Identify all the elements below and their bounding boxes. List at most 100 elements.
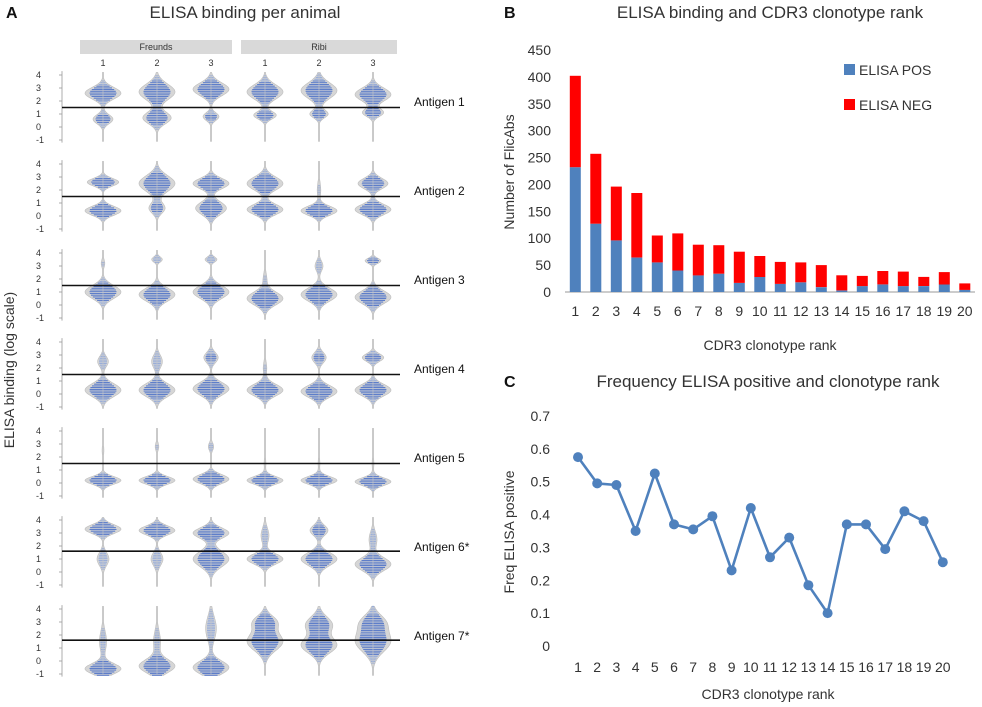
bar-neg-16 — [877, 271, 889, 285]
line-point-10 — [745, 503, 756, 513]
bar-pos-9 — [733, 282, 745, 292]
violin-plots: 4 3 2 1 0 -1 Antigen 1 4 3 2 1 0 -1 Antigen 2 4 3 2 1 0 -1 A… — [36, 70, 470, 679]
bar-neg-20 — [959, 283, 971, 290]
bar-pos-15 — [856, 286, 868, 292]
violin-y-tick-label: -1 — [36, 224, 44, 234]
bar-x-tick-label: 13 — [814, 303, 830, 319]
violin-y-tick-label: 0 — [36, 300, 41, 310]
violin-y-tick-label: 0 — [36, 211, 41, 221]
violin-y-tick-label: 0 — [36, 122, 41, 132]
violin-y-tick-label: 0 — [36, 478, 41, 488]
bar-pos-5 — [651, 262, 663, 292]
violin-y-tick-label: 2 — [36, 96, 41, 106]
bar-x-tick-label: 7 — [694, 303, 702, 319]
line-x-tick-label: 16 — [858, 659, 874, 675]
line-series-path — [576, 456, 944, 615]
line-y-tick-label: 0.6 — [531, 441, 551, 457]
bar-pos-12 — [795, 282, 807, 292]
bar-neg-13 — [815, 265, 827, 288]
bar-pos-18 — [918, 286, 930, 292]
bar-pos-7 — [692, 275, 704, 292]
bar-x-tick-label: 9 — [735, 303, 743, 319]
bar-neg-2 — [590, 153, 602, 224]
bar-neg-18 — [918, 276, 930, 286]
line-x-tick-label: 10 — [743, 659, 759, 675]
panel-a-ylabel: ELISA binding (log scale) — [1, 292, 17, 448]
bar-neg-3 — [610, 186, 622, 241]
violin-y-tick-label: 4 — [36, 248, 41, 258]
bar-neg-19 — [938, 272, 950, 285]
violin-y-tick-label: 1 — [36, 198, 41, 208]
bar-y-tick-label: 300 — [528, 123, 552, 139]
violin-y-tick-label: -1 — [36, 313, 44, 323]
bar-x-tick-label: 15 — [855, 303, 871, 319]
violin-y-tick-label: 4 — [36, 604, 41, 614]
line-point-3 — [611, 480, 622, 490]
line-x-tick-label: 9 — [728, 659, 736, 675]
bar-pos-8 — [713, 273, 725, 292]
violin-y-tick-label: 2 — [36, 452, 41, 462]
line-x-tick-label: 7 — [689, 659, 697, 675]
group-header-ribi — [241, 40, 397, 54]
group-label-freunds: Freunds — [139, 42, 173, 52]
bar-x-tick-label: 5 — [653, 303, 661, 319]
bar-x-tick-label: 3 — [612, 303, 620, 319]
animal-label-ribi-2: 2 — [316, 58, 321, 68]
bar-pos-14 — [836, 290, 848, 292]
violin-y-tick-label: -1 — [36, 491, 44, 501]
bar-x-tick-label: 20 — [957, 303, 973, 319]
animal-label-ribi-3: 3 — [370, 58, 375, 68]
line-point-5 — [649, 468, 660, 479]
violin-y-tick-label: -1 — [36, 669, 44, 679]
bar-neg-1 — [569, 75, 581, 168]
line-y-tick-label: 0.5 — [531, 474, 551, 490]
group-label-ribi: Ribi — [311, 42, 327, 52]
line-y-tick-label: 0.7 — [531, 408, 551, 424]
bar-x-tick-label: 17 — [896, 303, 912, 319]
violin-y-tick-label: 3 — [36, 172, 41, 182]
line-point-14 — [822, 608, 833, 619]
bar-pos-11 — [774, 283, 786, 292]
bar-y-tick-label: 400 — [528, 69, 552, 85]
line-y-tick-label: 0.1 — [531, 605, 551, 621]
bar-pos-6 — [672, 270, 684, 292]
violin-y-tick-label: 4 — [36, 159, 41, 169]
bar-pos-20 — [959, 289, 971, 292]
violin-y-tick-label: 4 — [36, 70, 41, 80]
panel-b-ylabel: Number of FlicAbs — [501, 114, 517, 229]
line-point-9 — [726, 565, 737, 576]
bar-neg-11 — [774, 261, 786, 284]
bar-pos-19 — [938, 284, 950, 292]
animal-label-ribi-1: 1 — [262, 58, 267, 68]
bar-x-tick-label: 10 — [752, 303, 768, 319]
violin-y-tick-label: -1 — [36, 402, 44, 412]
bar-y-tick-label: 100 — [528, 230, 552, 246]
violin-y-tick-label: 2 — [36, 363, 41, 373]
bar-x-tick-label: 11 — [773, 303, 788, 319]
line-y-tick-label: 0.4 — [531, 507, 551, 523]
bar-x-tick-label: 6 — [674, 303, 682, 319]
bar-x-tick-label: 1 — [571, 303, 579, 319]
bar-x-tick-label: 12 — [793, 303, 809, 319]
bar-y-tick-label: 0 — [543, 284, 551, 300]
line-point-13 — [803, 580, 814, 591]
bar-neg-5 — [651, 235, 663, 263]
bar-pos-16 — [877, 284, 889, 292]
violin-y-tick-label: 1 — [36, 109, 41, 119]
line-point-7 — [688, 524, 699, 535]
line-x-tick-label: 19 — [916, 659, 932, 675]
violin-y-tick-label: 1 — [36, 465, 41, 475]
line-point-18 — [899, 506, 910, 517]
violin-y-tick-label: 3 — [36, 439, 41, 449]
line-point-11 — [765, 552, 775, 563]
violin-y-tick-label: 0 — [36, 656, 41, 666]
bar-y-tick-label: 200 — [528, 176, 552, 192]
line-chart: 00.10.20.30.40.50.60.71 2 3 4 5 6 7 8 9 10 11 12 13 1… — [531, 408, 951, 675]
animal-label-freunds-2: 2 — [154, 58, 159, 68]
line-x-tick-label: 14 — [820, 659, 836, 675]
violin-y-tick-label: 2 — [36, 541, 41, 551]
line-y-tick-label: 0.2 — [531, 572, 551, 588]
line-point-12 — [784, 532, 795, 543]
